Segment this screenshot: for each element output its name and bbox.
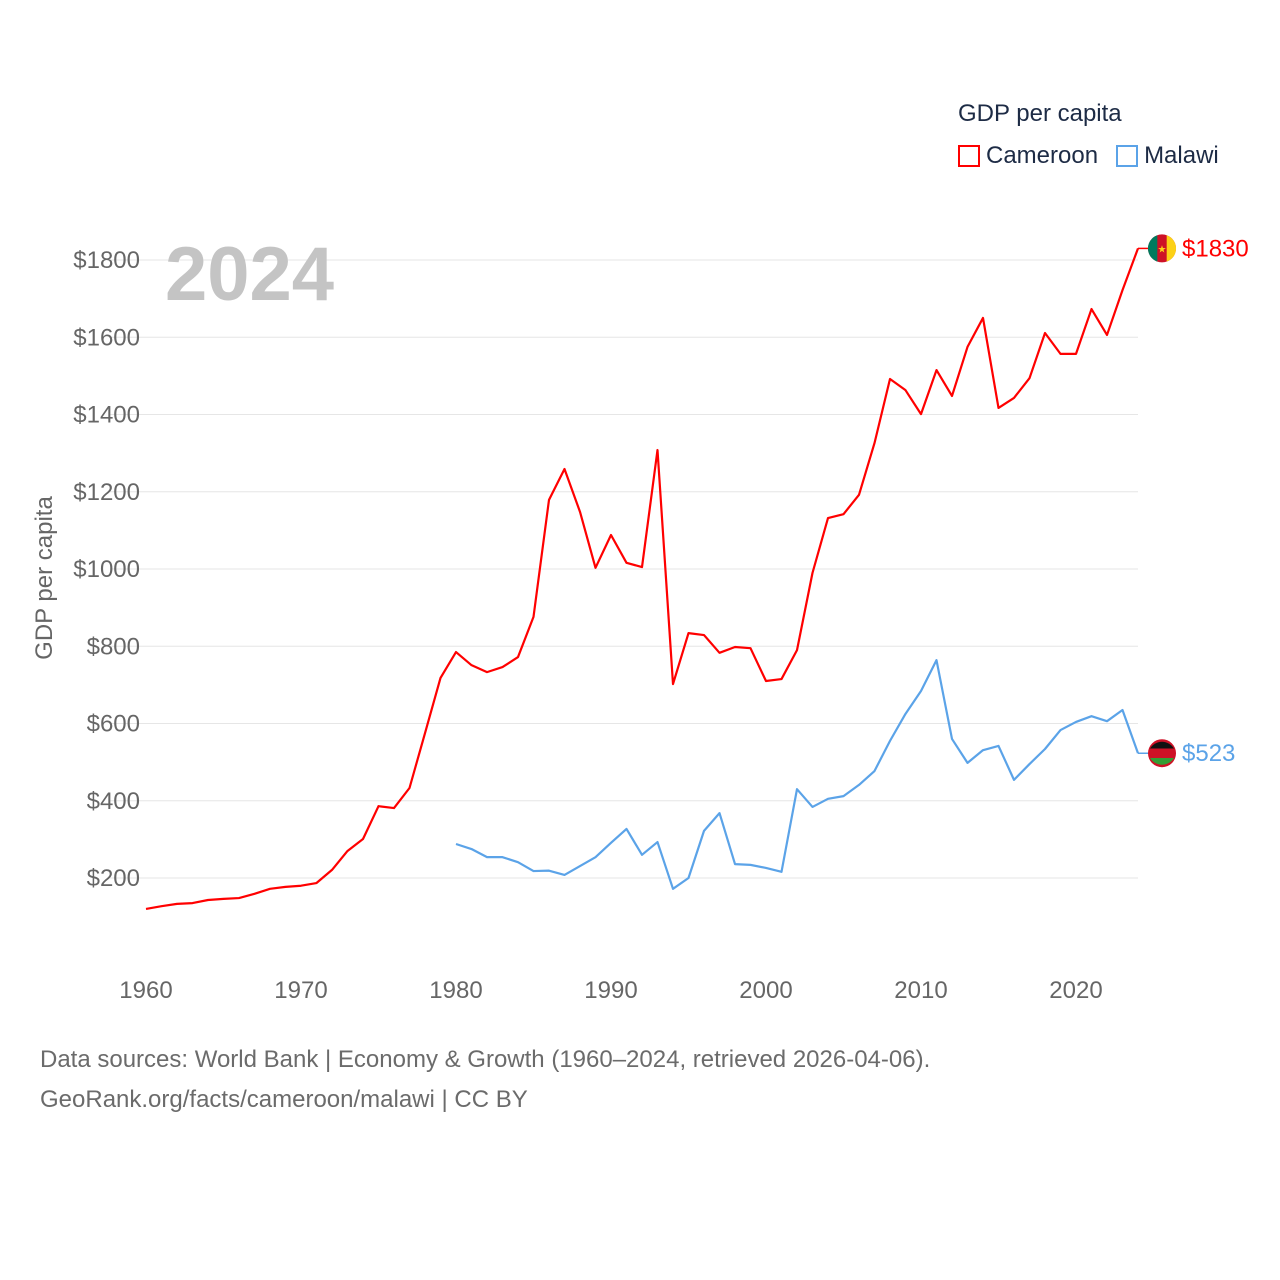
y-tick-label: $1600 — [73, 324, 140, 351]
footer-sources: Data sources: World Bank | Economy & Gro… — [40, 1046, 931, 1073]
legend: Cameroon Malawi — [958, 142, 1219, 170]
x-tick-label: 1980 — [429, 977, 482, 1004]
y-tick-label: $200 — [87, 865, 140, 892]
x-tick-label: 2010 — [894, 977, 947, 1004]
legend-item-cameroon[interactable]: Cameroon — [958, 142, 1098, 170]
legend-label-cameroon: Cameroon — [986, 142, 1099, 169]
y-tick-label: $1400 — [73, 402, 140, 429]
y-tick-label: $800 — [87, 633, 140, 660]
y-tick-label: $1200 — [73, 479, 140, 506]
legend-swatch-malawi — [1116, 145, 1139, 167]
year-label: 2024 — [165, 232, 334, 317]
legend-swatch-cameroon — [958, 145, 980, 167]
y-tick-label: $400 — [87, 788, 140, 815]
series-line-cameroon — [145, 248, 1140, 910]
y-tick-label: $1800 — [73, 247, 140, 274]
end-value-label-malawi: $523 — [1182, 740, 1235, 767]
x-tick-label: 2000 — [739, 977, 792, 1004]
legend-item-malawi[interactable]: Malawi — [1116, 142, 1219, 170]
x-tick-label: 1970 — [274, 977, 327, 1004]
flag-star: ★ — [1158, 244, 1167, 255]
end-value-label-cameroon: $1830 — [1182, 235, 1249, 262]
series-line-malawi — [455, 659, 1140, 890]
x-tick-label: 1990 — [584, 977, 637, 1004]
flag-stripe — [1166, 235, 1177, 262]
x-tick-label: 1960 — [119, 977, 172, 1004]
flag-stripe — [1150, 757, 1174, 765]
legend-label-malawi: Malawi — [1144, 142, 1219, 169]
y-tick-label: $1000 — [73, 556, 140, 583]
flag-stripe — [1150, 741, 1174, 749]
y-tick-label: $600 — [87, 711, 140, 738]
x-tick-label: 2020 — [1049, 977, 1102, 1004]
flag-stripe — [1147, 235, 1158, 262]
y-axis-label: GDP per capita — [31, 496, 58, 660]
legend-title: GDP per capita — [958, 100, 1122, 127]
footer-link[interactable]: GeoRank.org/facts/cameroon/malawi | CC B… — [40, 1086, 528, 1113]
